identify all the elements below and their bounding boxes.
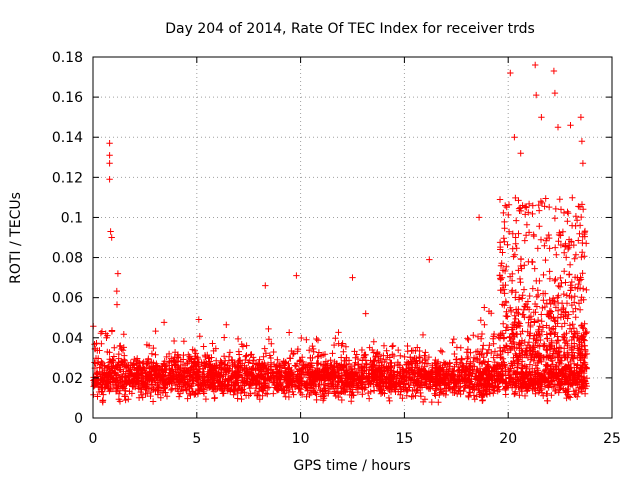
y-tick-label: 0.18 bbox=[52, 50, 83, 66]
y-axis-label: ROTI / TECUs bbox=[8, 192, 24, 284]
y-tick-labels: 0 0.02 0.04 0.06 0.08 0.1 0.12 0.14 0.16 0.18 bbox=[52, 50, 83, 427]
axis-ticks bbox=[92, 56, 613, 419]
y-tick-label: 0.16 bbox=[52, 90, 83, 106]
chart-title: Day 204 of 2014, Rate Of TEC Index for r… bbox=[165, 21, 535, 37]
x-tick-label: 25 bbox=[603, 431, 621, 447]
y-tick-label: 0.04 bbox=[52, 331, 83, 347]
plot-frame bbox=[92, 56, 613, 419]
y-tick-label: 0.06 bbox=[52, 291, 83, 307]
x-tick-label: 15 bbox=[395, 431, 413, 447]
roti-point-markers bbox=[90, 61, 591, 406]
y-tick-label: 0.08 bbox=[52, 251, 83, 267]
y-tick-label: 0.12 bbox=[52, 170, 83, 186]
x-tick-label: 10 bbox=[292, 431, 310, 447]
x-tick-labels: 0 5 10 15 20 25 bbox=[89, 431, 621, 447]
y-tick-label: 0.14 bbox=[52, 130, 83, 146]
y-tick-label: 0.1 bbox=[61, 210, 83, 226]
data-points bbox=[90, 61, 591, 406]
x-tick-label: 20 bbox=[499, 431, 517, 447]
y-tick-label: 0 bbox=[74, 411, 83, 427]
y-tick-label: 0.02 bbox=[52, 371, 83, 387]
x-tick-label: 5 bbox=[192, 431, 201, 447]
x-tick-label: 0 bbox=[89, 431, 98, 447]
x-axis-label: GPS time / hours bbox=[293, 458, 410, 474]
